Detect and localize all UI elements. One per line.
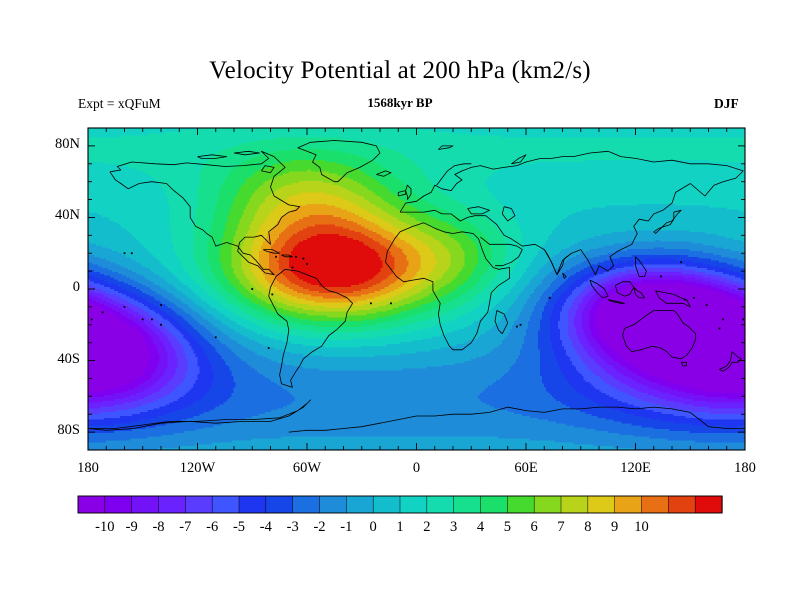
y-axis-tick-label: 80S bbox=[57, 422, 80, 439]
colorbar-tick-label: -6 bbox=[206, 519, 219, 535]
x-axis-tick-label: 0 bbox=[412, 460, 421, 476]
colorbar-tick-label: 4 bbox=[476, 519, 485, 535]
colorbar bbox=[77, 495, 723, 514]
y-axis-tick-label: 40S bbox=[57, 350, 80, 367]
x-axis-tick-label: 180 bbox=[77, 460, 99, 476]
colorbar-tick-label: 9 bbox=[611, 519, 619, 535]
page-title: Velocity Potential at 200 hPa (km2/s) bbox=[209, 57, 591, 84]
colorbar-tick-label: 2 bbox=[423, 519, 431, 535]
colorbar-tick-label: 0 bbox=[369, 519, 377, 535]
y-axis-tick-label: 40N bbox=[55, 207, 80, 224]
colorbar-tick-label: 5 bbox=[503, 519, 511, 535]
colorbar-tick-label: 1 bbox=[396, 519, 404, 535]
x-axis-tick-label: 60W bbox=[292, 460, 322, 476]
x-axis-tick-label: 180 bbox=[734, 460, 756, 476]
colorbar-tick-label: 3 bbox=[450, 519, 458, 535]
colorbar-tick-label: -1 bbox=[340, 519, 353, 535]
y-axis-tick-label: 80N bbox=[55, 135, 80, 152]
colorbar-tick-label: -9 bbox=[125, 519, 138, 535]
x-axis-tick-label: 60E bbox=[514, 460, 538, 476]
x-axis-tick-label: 120W bbox=[179, 460, 216, 476]
colorbar-tick-label: -2 bbox=[313, 519, 326, 535]
colorbar-tick-label: -8 bbox=[152, 519, 165, 535]
colorbar-tick-label: 7 bbox=[557, 519, 565, 535]
colorbar-tick-label: -5 bbox=[232, 519, 246, 535]
colorbar-tick-label: 8 bbox=[584, 519, 592, 535]
colorbar-tick-label: -3 bbox=[286, 519, 299, 535]
colorbar-tick-label: -10 bbox=[95, 519, 115, 535]
x-axis-tick-label: 120E bbox=[620, 460, 651, 476]
colorbar-tick-label: 10 bbox=[634, 519, 649, 535]
experiment-label: Expt = xQFuM bbox=[78, 96, 161, 111]
colorbar-tick-label: 6 bbox=[530, 519, 538, 535]
colorbar-tick-label: -7 bbox=[179, 519, 192, 535]
period-label: 1568kyr BP bbox=[367, 95, 433, 110]
colorbar-tick-label: -4 bbox=[259, 519, 272, 535]
y-axis-tick-label: 0 bbox=[72, 279, 80, 295]
season-label: DJF bbox=[714, 96, 739, 111]
